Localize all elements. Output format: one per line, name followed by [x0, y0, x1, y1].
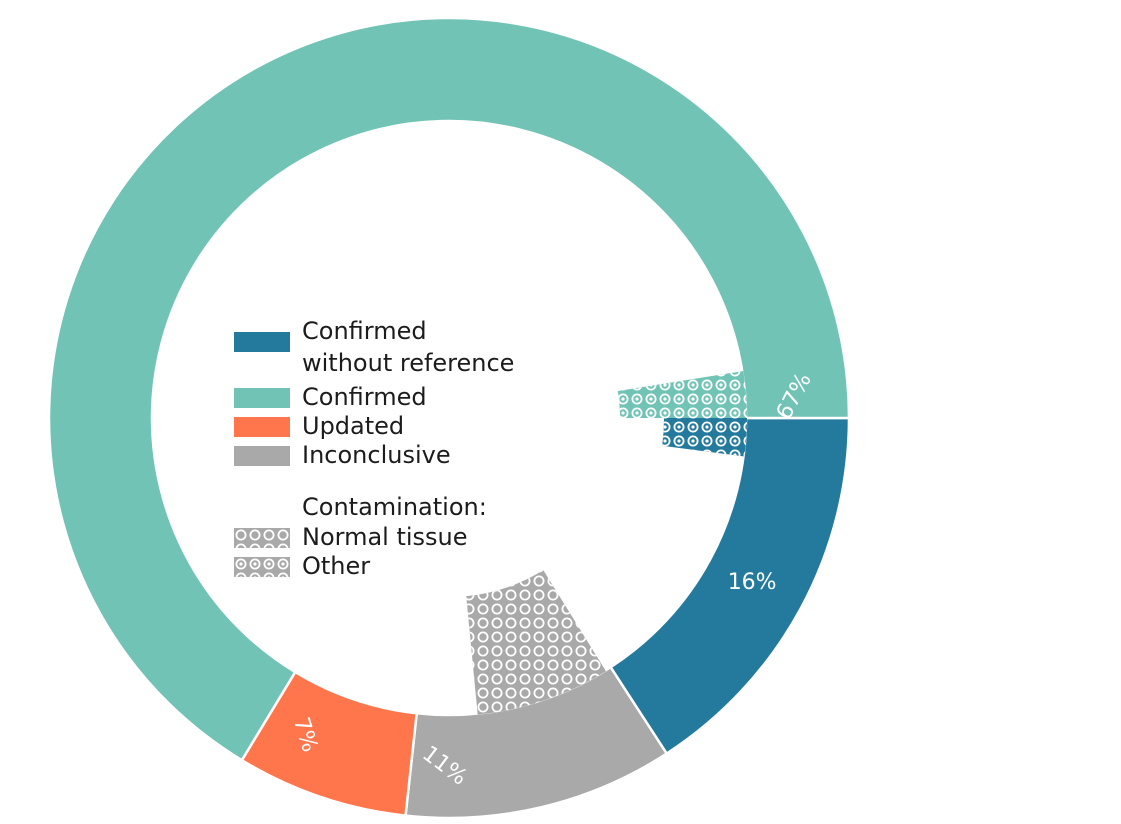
legend-label-inconclusive: Inconclusive [302, 441, 451, 469]
contamination-patch-confirmed-without-reference [662, 418, 747, 457]
legend-label-normal-tissue: Normal tissue [302, 523, 468, 551]
legend-label-other: Other [302, 552, 371, 580]
contamination-patches [466, 370, 747, 715]
legend-pattern-other [234, 557, 290, 577]
contamination-patch-inconclusive [466, 570, 607, 715]
donut-slices [47, 16, 851, 820]
legend-label-updated: Updated [302, 412, 405, 440]
legend-label-confirmed: Confirmed [302, 383, 427, 411]
legend-label-confirmed-without-reference-line2: without reference [302, 349, 515, 377]
legend-swatch-confirmed-without-reference [234, 332, 290, 352]
legend-label-confirmed-without-reference-line1: Confirmed [302, 317, 427, 345]
legend-pattern-normal-tissue [234, 528, 290, 548]
legend-swatch-confirmed [234, 388, 290, 408]
slice-confirmed [47, 16, 851, 762]
legend-contamination-title: Contamination: [302, 493, 487, 521]
slice-label-confirmed-without-reference: 16% [728, 570, 777, 595]
legend-swatch-updated [234, 417, 290, 437]
contamination-patch-confirmed [617, 370, 747, 418]
legend-swatch-inconclusive [234, 446, 290, 466]
